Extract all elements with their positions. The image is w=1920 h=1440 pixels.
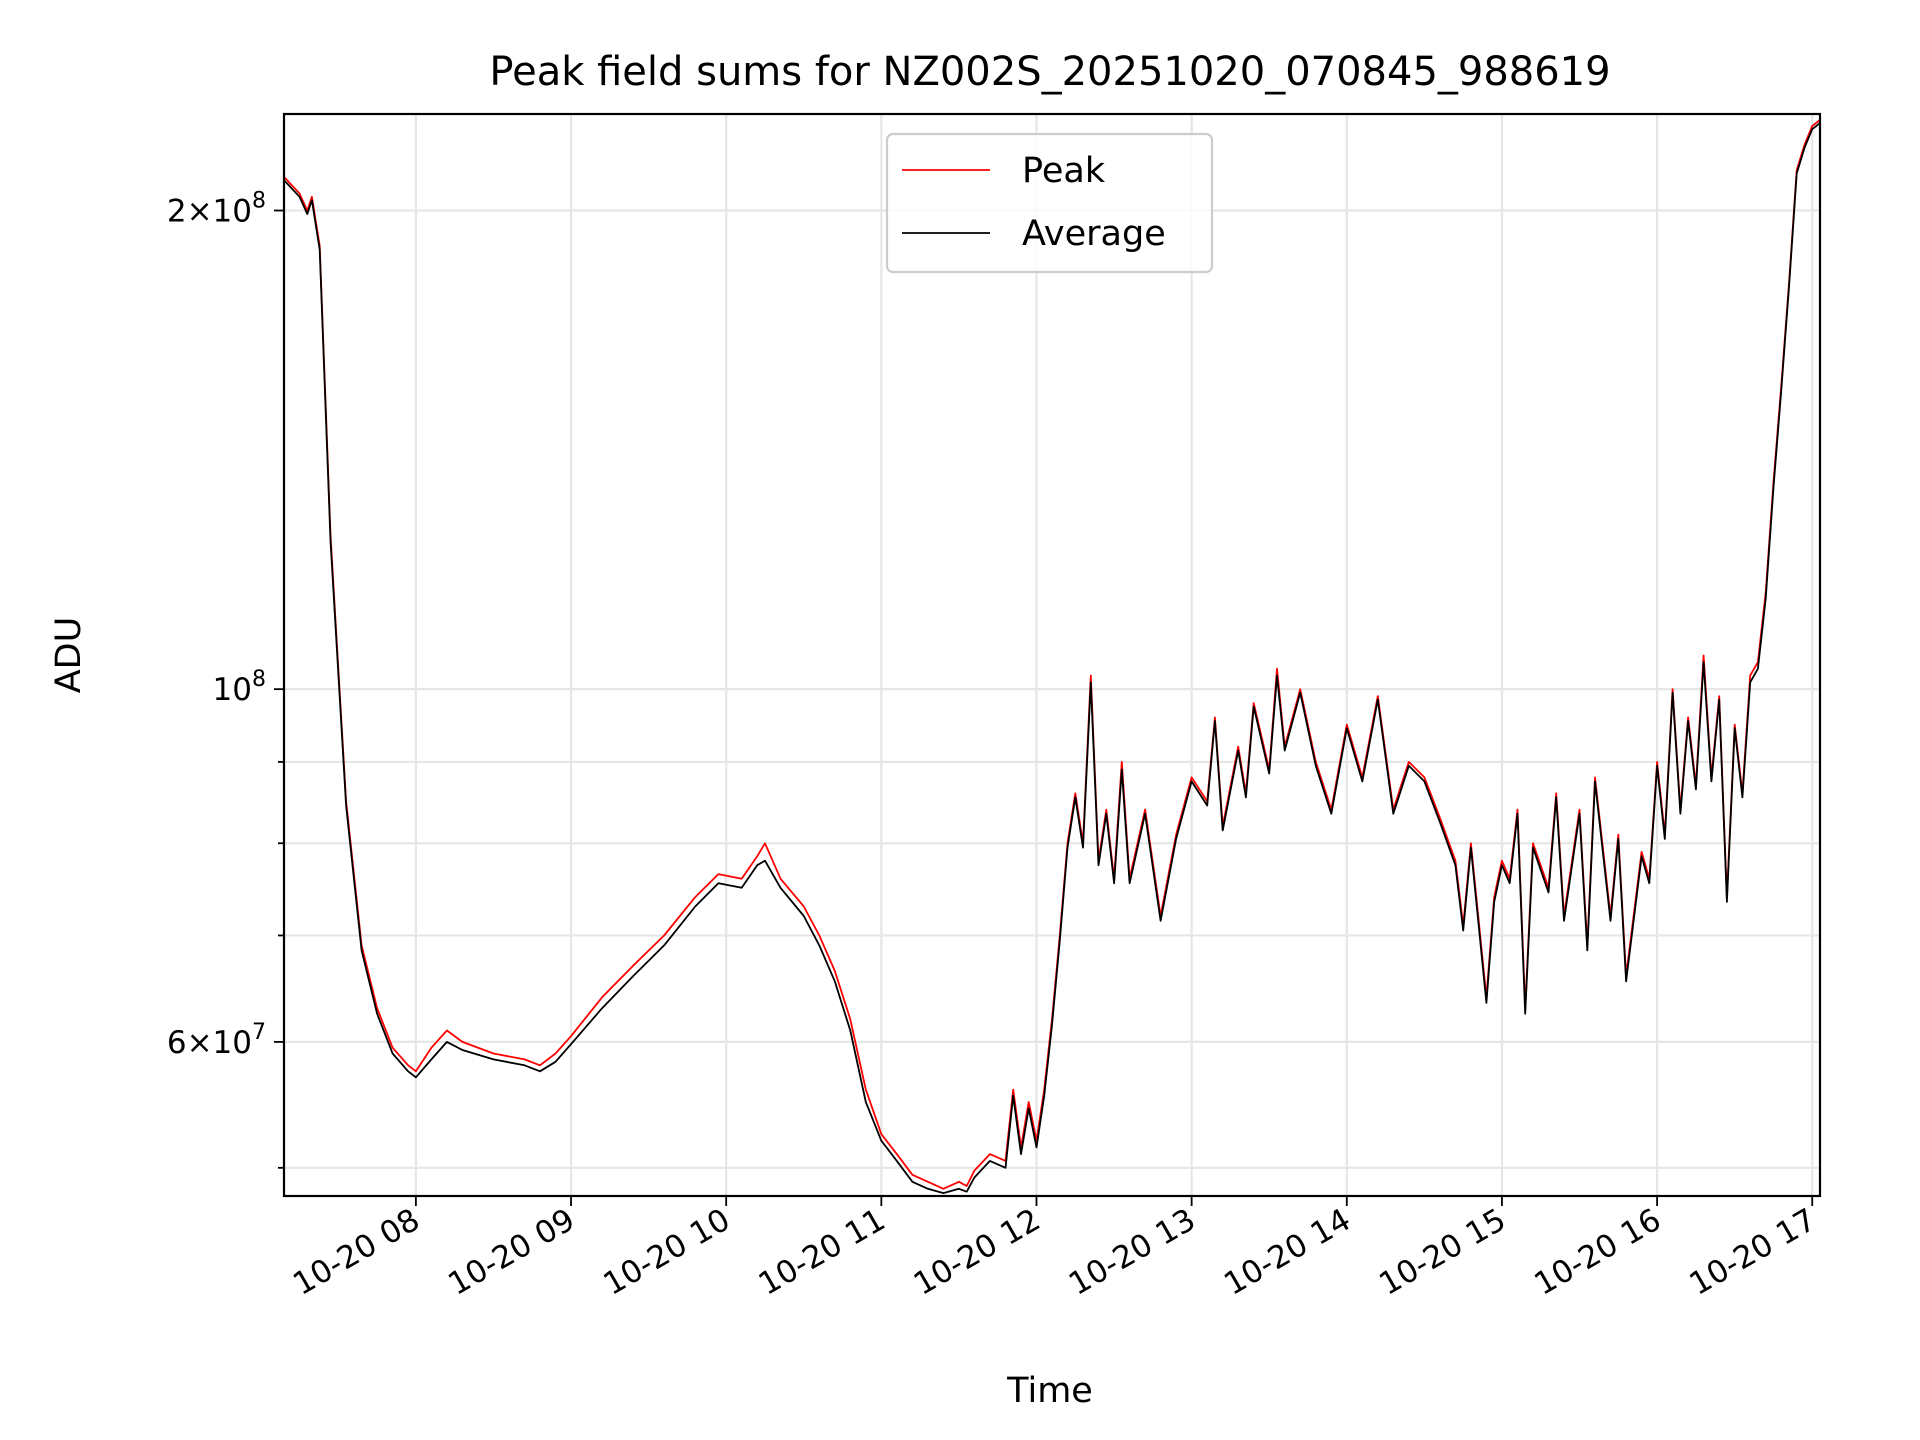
series-layer xyxy=(283,119,1821,1194)
y-tick-label: 108 xyxy=(213,667,266,708)
y-tick-label: 6×107 xyxy=(167,1020,266,1061)
chart-title: Peak field sums for NZ002S_20251020_0708… xyxy=(489,49,1610,95)
legend-label-average: Average xyxy=(1022,214,1166,254)
y-tick-label: 2×108 xyxy=(167,189,266,230)
legend-label-peak: Peak xyxy=(1022,151,1106,191)
legend-box xyxy=(885,132,1214,274)
series-line-average xyxy=(283,122,1821,1194)
x-axis-title: Time xyxy=(1006,1371,1093,1411)
legend: Peak Average xyxy=(885,132,1214,274)
y-axis-title: ADU xyxy=(49,617,89,694)
plot-frame xyxy=(282,112,1822,1198)
y-axis: 2×108 108 6×107 xyxy=(167,189,284,1169)
